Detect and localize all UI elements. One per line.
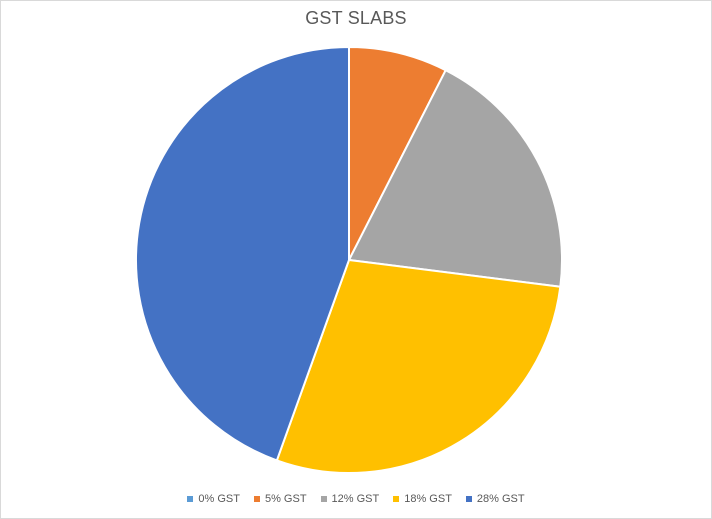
pie-slice-18-gst bbox=[275, 259, 562, 474]
legend-item: 0% GST bbox=[187, 493, 240, 505]
legend-label: 18% GST bbox=[404, 493, 452, 505]
legend-swatch bbox=[393, 496, 400, 502]
legend-item: 12% GST bbox=[320, 493, 380, 505]
chart-title: GST SLABS bbox=[305, 8, 407, 28]
legend-item: 18% GST bbox=[393, 493, 452, 505]
legend-swatch bbox=[465, 496, 472, 502]
legend-label: 28% GST bbox=[476, 493, 525, 505]
legend-item: 28% GST bbox=[465, 493, 525, 505]
legend-swatch bbox=[320, 496, 327, 502]
legend-label: 12% GST bbox=[331, 493, 380, 505]
legend-swatch bbox=[187, 496, 194, 502]
legend-label: 0% GST bbox=[198, 493, 240, 505]
legend-swatch bbox=[253, 496, 260, 502]
pie-slice-5-gst bbox=[348, 46, 447, 261]
legend-item: 5% GST bbox=[253, 493, 307, 505]
pie-slice-12-gst bbox=[348, 69, 563, 288]
legend-label: 5% GST bbox=[264, 493, 307, 505]
legend: 0% GST 5% GST 12% GST 18% GST 28% GST bbox=[0, 493, 712, 505]
pie-slice-28-gst bbox=[135, 46, 350, 462]
